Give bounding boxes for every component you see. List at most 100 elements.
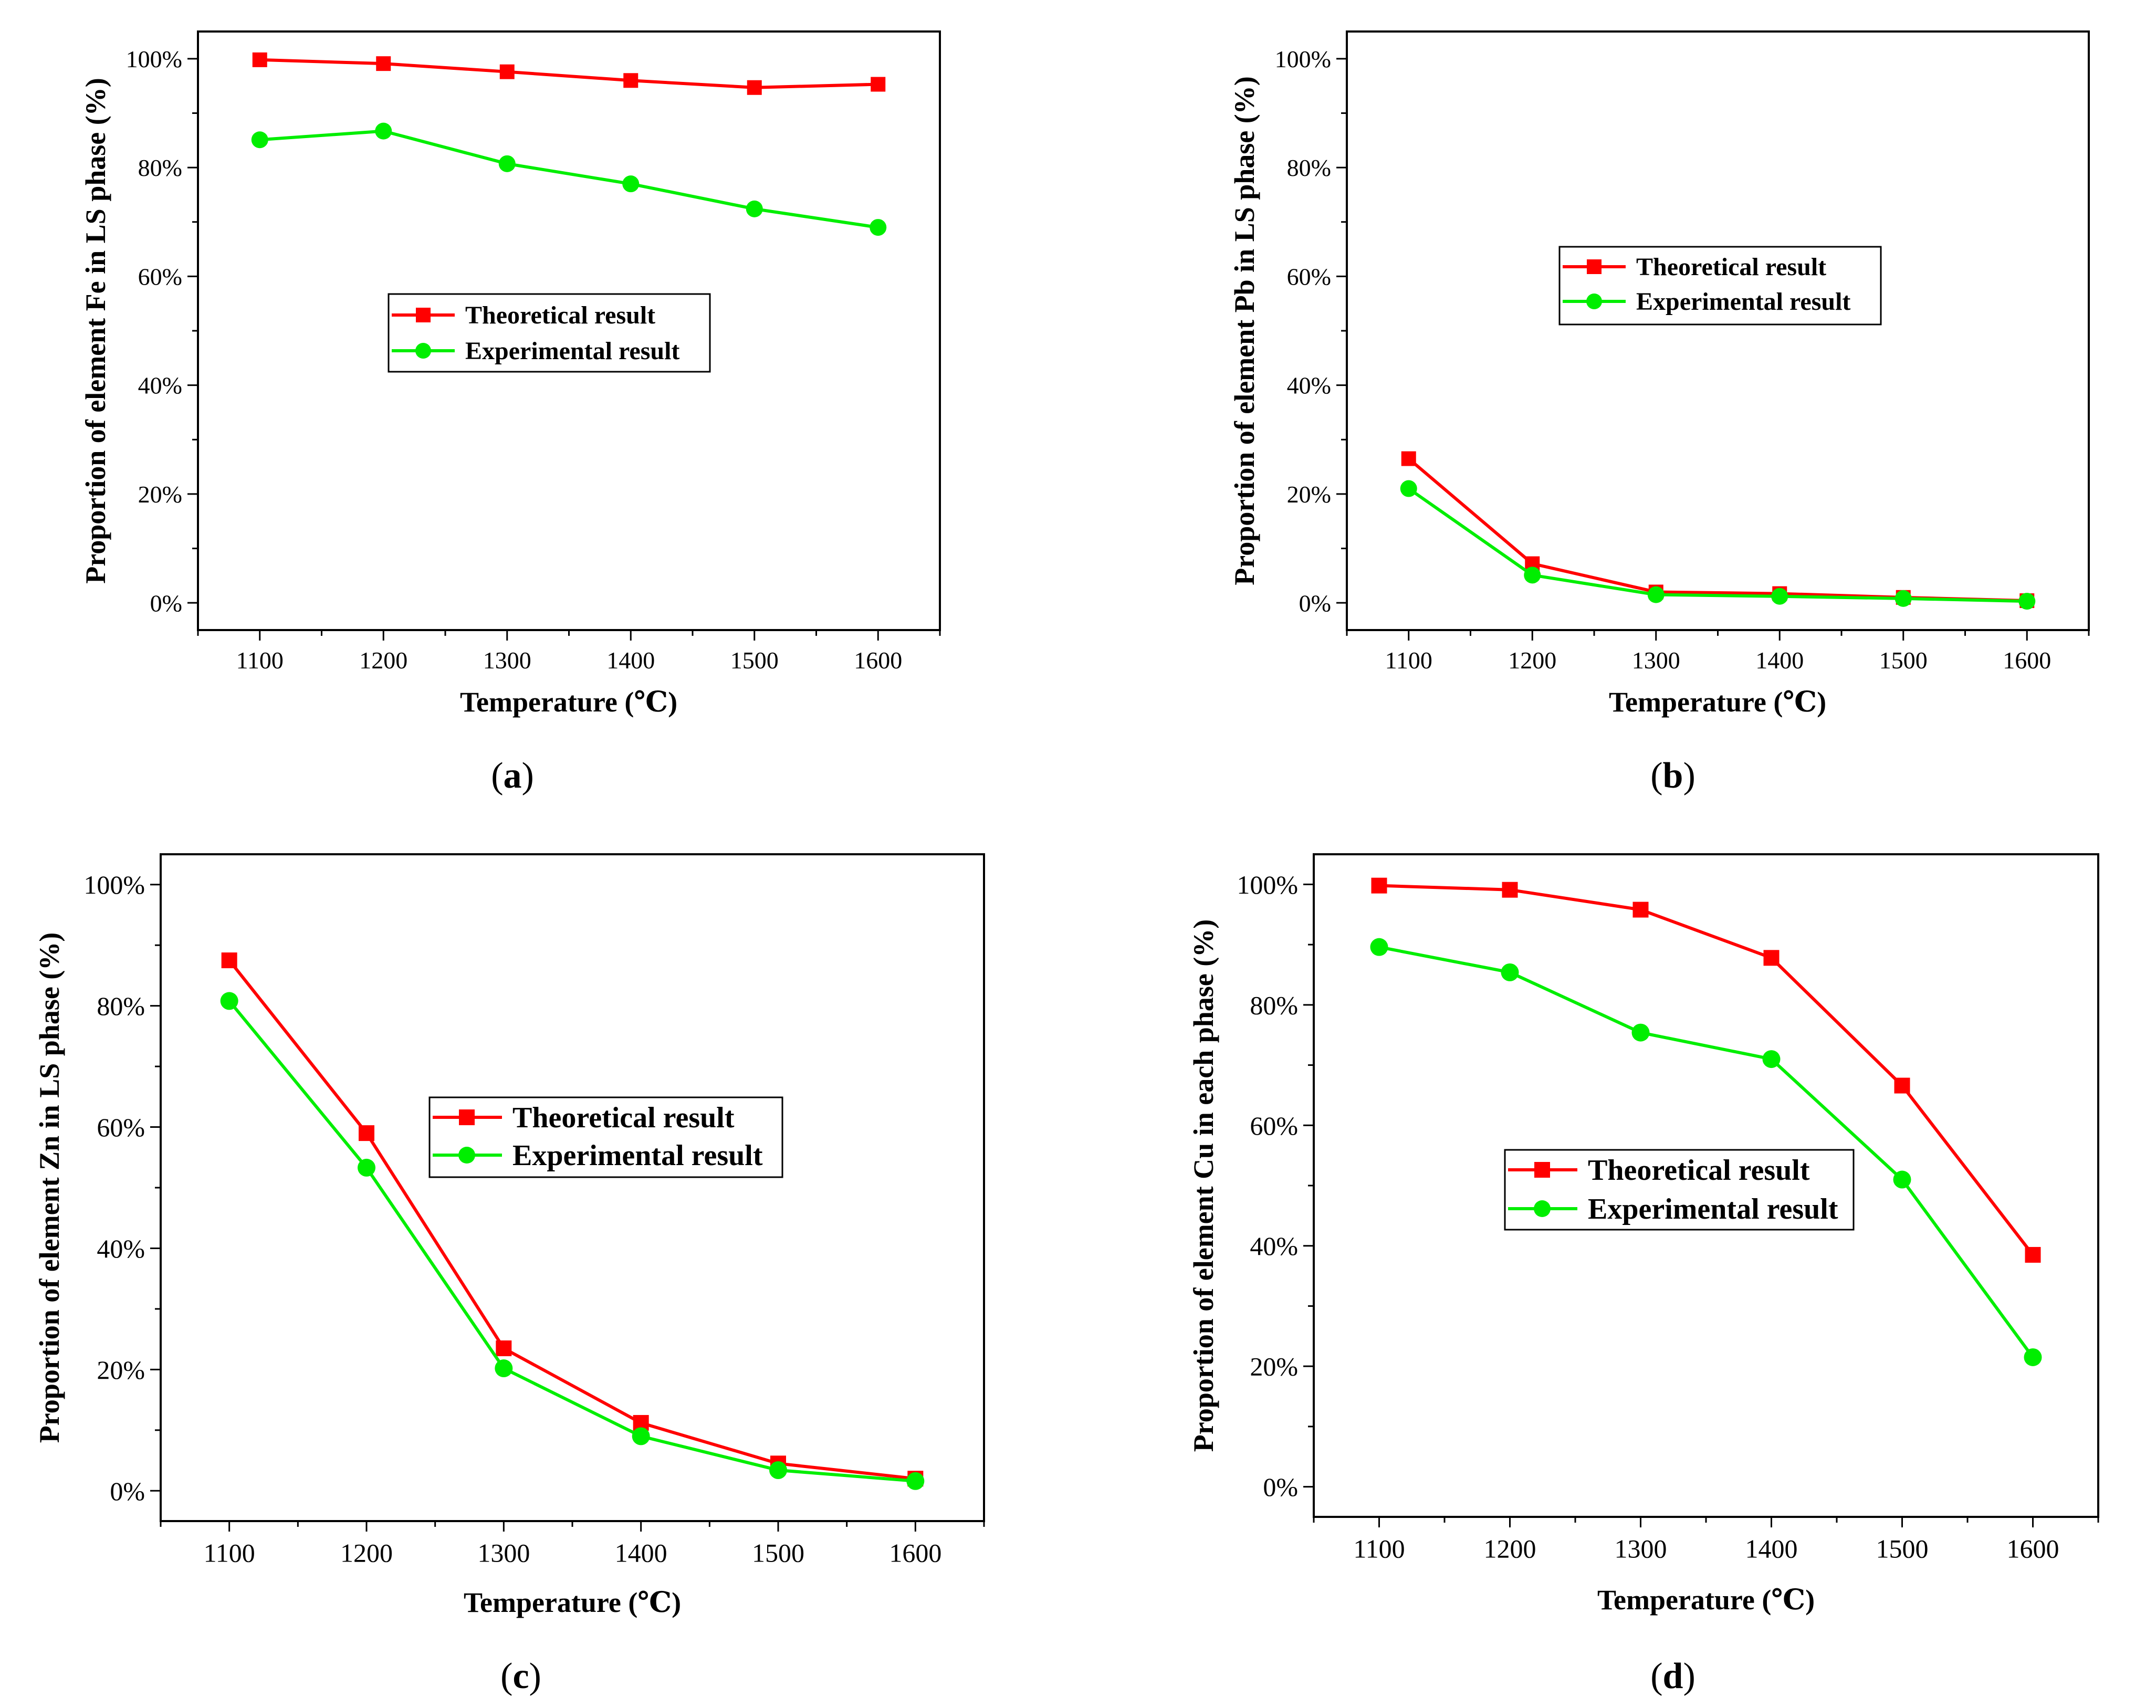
y-tick-label: 40% (1287, 372, 1331, 399)
data-point-experimental (1400, 480, 1417, 497)
panel-d: 0%20%40%60%80%100% 1100 1200 1300 1400 1500 1… (1188, 853, 2099, 1696)
legend-marker-theoretical (1587, 259, 1602, 274)
x-tick-label: 1500 (1876, 1534, 1929, 1564)
legend-label-experimental: Experimental result (1588, 1193, 1838, 1225)
y-tick-label: 100% (83, 870, 145, 899)
x-tick-label: 1100 (1353, 1534, 1405, 1564)
y-axis-ticks: 0% 20% 40% 60% 80% 100% (1237, 870, 1314, 1502)
data-point-experimental (251, 131, 268, 149)
y-axis-ticks: 0% 20% 40% 60% 80% 100% (83, 870, 161, 1506)
y-axis-ticks: 0% 20% 40% 60% 80% 100% (1275, 46, 1347, 616)
data-point-experimental (746, 200, 763, 217)
series-layer (220, 952, 925, 1490)
legend: Theoretical result Experimental result (388, 293, 711, 373)
legend-label-experimental: Experimental result (465, 337, 679, 365)
legend-marker-experimental (1534, 1200, 1551, 1217)
data-point-theoretical (496, 1340, 512, 1356)
y-tick-label: 20% (1250, 1352, 1298, 1381)
x-axis-title: Temperature (℃) (460, 686, 677, 718)
series-line-experimental (259, 129, 878, 229)
series-layer (1400, 451, 2036, 610)
x-axis-title: Temperature (℃) (1609, 686, 1826, 718)
data-point-experimental (906, 1472, 925, 1490)
data-point-theoretical (221, 952, 237, 969)
data-point-theoretical (359, 1125, 374, 1141)
data-point-experimental (498, 155, 516, 172)
plot-frame (1346, 30, 2090, 631)
y-tick-label: 0% (1263, 1472, 1298, 1502)
legend-marker-theoretical (459, 1109, 475, 1125)
legend-marker-experimental (1586, 294, 1602, 309)
x-tick-label: 1400 (606, 647, 655, 674)
data-point-experimental (1771, 588, 1788, 605)
panel-a: 0%20%40%60%80%100% 1100 1200 1300 1400 1500 1… (80, 30, 941, 796)
data-point-experimental (220, 992, 238, 1010)
data-point-experimental (358, 1158, 375, 1177)
x-axis-ticks: 1100 1200 1300 1400 1500 1600 (197, 630, 941, 674)
x-tick-label: 1200 (359, 647, 407, 674)
data-point-experimental (1895, 590, 1912, 607)
legend-box (428, 1096, 783, 1178)
y-tick-label: 0% (150, 590, 182, 616)
data-point-experimental (622, 175, 640, 193)
y-tick-label: 80% (97, 991, 145, 1021)
y-axis-title: Proportion of element Pb in LS phase (%) (1229, 76, 1260, 585)
series-line-theoretical (228, 959, 916, 1481)
x-axis-ticks: 1100 1200 1300 1400 1500 1600 (1313, 1517, 2099, 1564)
plot-frame (160, 853, 985, 1522)
data-point-theoretical (623, 73, 639, 88)
data-point-theoretical (871, 77, 886, 92)
y-tick-label: 100% (1275, 46, 1331, 72)
x-tick-label: 1400 (1745, 1534, 1798, 1564)
panel-caption: (b) (1650, 756, 1696, 796)
legend-label-theoretical: Theoretical result (465, 301, 655, 329)
data-point-experimental (2024, 1348, 2042, 1366)
x-tick-label: 1500 (1879, 647, 1928, 674)
data-point-theoretical (1632, 902, 1649, 918)
y-axis-title: Proportion of element Cu in each phase (… (1188, 919, 1219, 1452)
data-point-experimental (375, 122, 392, 140)
series-line-theoretical (1379, 884, 2034, 1256)
legend-label-experimental: Experimental result (512, 1139, 763, 1172)
series-line-experimental (1408, 487, 2027, 603)
x-tick-label: 1300 (1632, 647, 1680, 674)
data-point-experimental (1893, 1170, 1911, 1189)
series-layer (251, 52, 887, 236)
data-point-theoretical (499, 64, 515, 79)
panel-caption: (c) (500, 1656, 541, 1696)
data-point-theoretical (2025, 1246, 2041, 1263)
x-tick-label: 1100 (1385, 647, 1432, 674)
legend-box (1558, 246, 1882, 326)
x-axis-ticks: 1100 1200 1300 1400 1500 1600 (1346, 630, 2090, 674)
legend-marker-experimental (458, 1147, 475, 1164)
x-tick-label: 1400 (615, 1538, 667, 1568)
data-point-experimental (1647, 586, 1665, 603)
panel-caption: (d) (1650, 1656, 1696, 1696)
x-tick-label: 1200 (1484, 1534, 1536, 1564)
panel-caption: (a) (491, 756, 534, 796)
data-point-theoretical (1371, 877, 1387, 894)
data-point-theoretical (1401, 451, 1416, 466)
y-tick-label: 80% (1250, 990, 1298, 1020)
series-line-theoretical (1407, 457, 2027, 603)
y-tick-label: 100% (126, 46, 182, 72)
series-layer (1370, 877, 2042, 1366)
data-point-theoretical (1502, 882, 1518, 898)
data-point-theoretical (747, 80, 762, 95)
y-tick-label: 40% (97, 1234, 145, 1263)
y-tick-label: 60% (1250, 1111, 1298, 1140)
x-tick-label: 1100 (236, 647, 284, 674)
y-tick-label: 20% (1287, 481, 1331, 508)
x-tick-label: 1500 (752, 1538, 804, 1568)
x-tick-label: 1200 (1508, 647, 1556, 674)
y-axis-ticks: 0% 20% 40% 60% 80% 100% (126, 46, 198, 616)
legend-marker-theoretical (1534, 1162, 1550, 1178)
legend-label-theoretical: Theoretical result (1588, 1154, 1810, 1187)
x-tick-label: 1600 (2007, 1534, 2059, 1564)
y-axis-title: Proportion of element Zn in LS phase (%) (34, 932, 65, 1443)
x-axis-title: Temperature (℃) (1597, 1584, 1815, 1616)
y-tick-label: 40% (138, 372, 182, 399)
data-point-experimental (1501, 963, 1519, 981)
y-tick-label: 80% (138, 154, 182, 181)
